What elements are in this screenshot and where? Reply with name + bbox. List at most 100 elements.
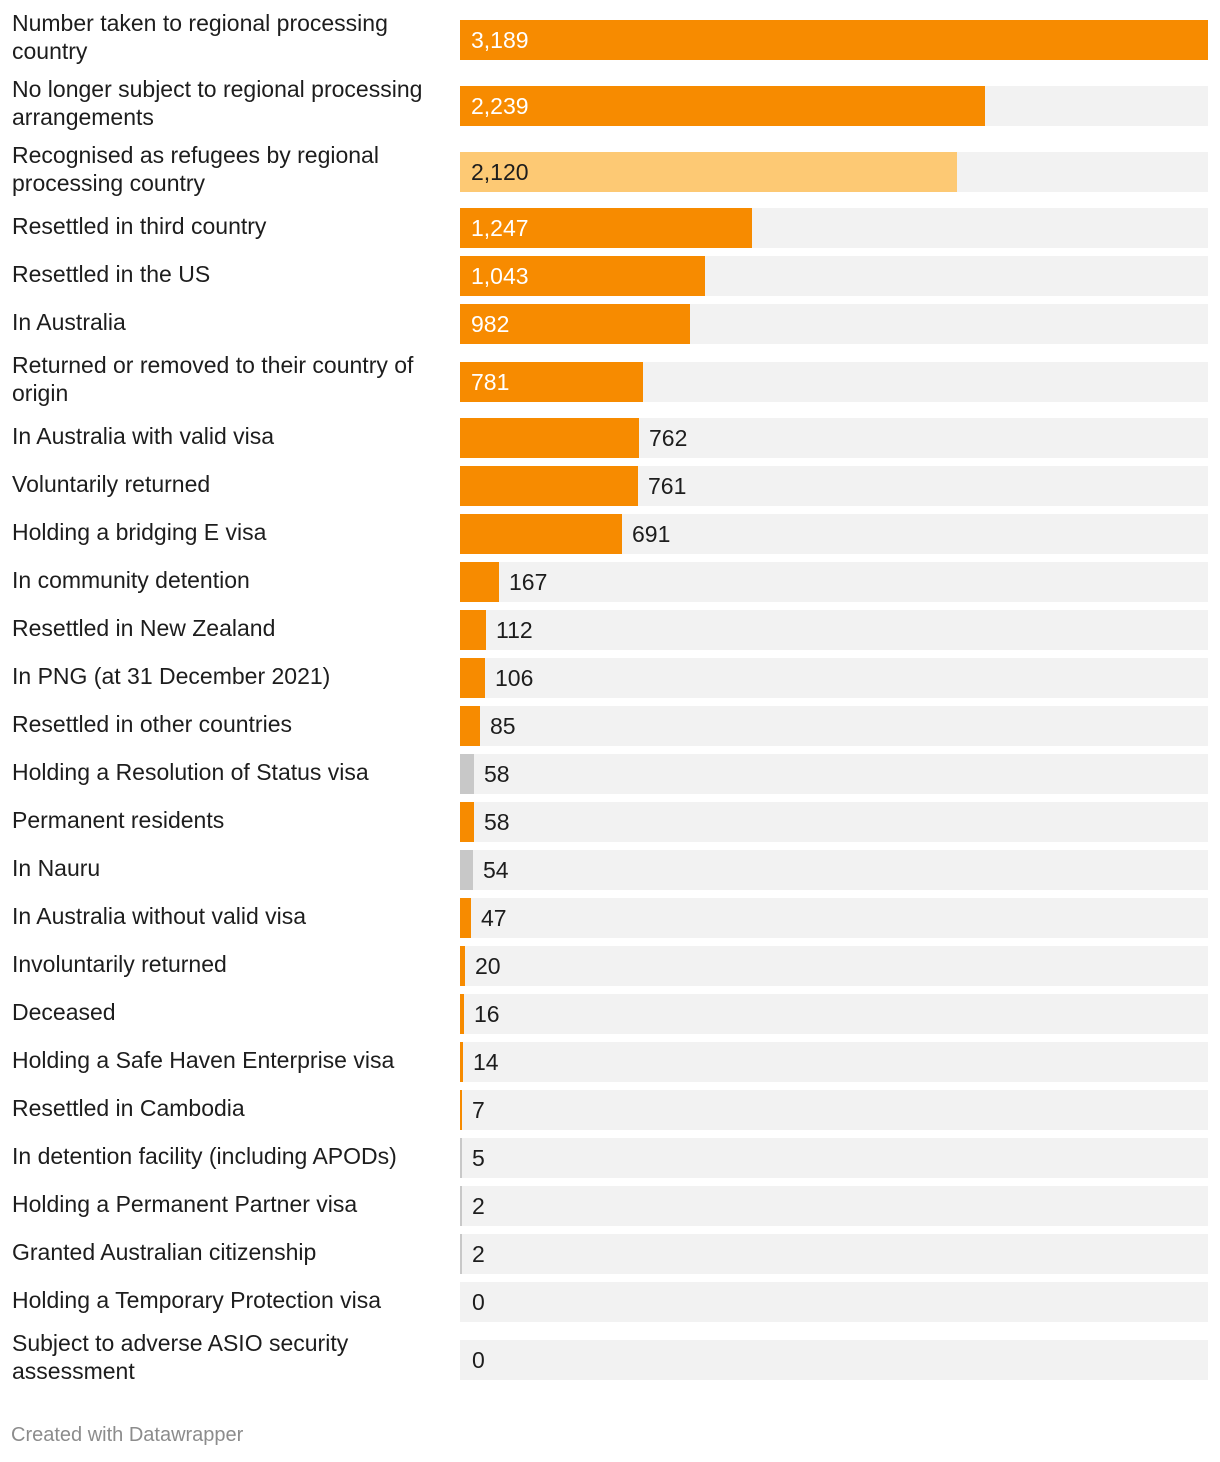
bar-row: Number taken to regional processing coun…	[0, 8, 1220, 66]
value-label: 16	[474, 1000, 500, 1027]
bar-track: 20	[460, 946, 1208, 986]
bar[interactable]	[460, 1186, 462, 1226]
bar-row: No longer subject to regional processing…	[0, 74, 1220, 132]
bar-row: In Australia without valid visa 47	[0, 896, 1220, 938]
bar-row: Holding a Resolution of Status visa 58	[0, 752, 1220, 794]
category-label: In Australia	[12, 309, 126, 335]
bar[interactable]	[460, 658, 485, 698]
bar-chart: Number taken to regional processing coun…	[0, 8, 1220, 1386]
bar[interactable]	[460, 418, 639, 458]
bar-track: 167	[460, 562, 1208, 602]
bar[interactable]	[460, 706, 480, 746]
category-label: In community detention	[12, 567, 250, 593]
bar-track: 982	[460, 304, 1208, 344]
bar[interactable]	[460, 562, 499, 602]
bar[interactable]	[460, 20, 1208, 60]
bar[interactable]	[460, 86, 985, 126]
value-label: 781	[471, 368, 510, 395]
bar-track: 691	[460, 514, 1208, 554]
value-label: 112	[496, 616, 533, 643]
bar[interactable]	[460, 1042, 463, 1082]
bar-track: 5	[460, 1138, 1208, 1178]
bar-row: In Nauru 54	[0, 848, 1220, 890]
category-label: Resettled in Cambodia	[12, 1095, 245, 1121]
category-label: Holding a Resolution of Status visa	[12, 759, 369, 785]
value-label: 3,189	[471, 26, 529, 53]
bar-track: 58	[460, 802, 1208, 842]
bar-track: 7	[460, 1090, 1208, 1130]
value-label: 20	[475, 952, 501, 979]
category-label: Subject to adverse ASIO security assessm…	[12, 1330, 349, 1384]
bar-row: Holding a Temporary Protection visa 0	[0, 1280, 1220, 1322]
bar-row: In community detention 167	[0, 560, 1220, 602]
bar-track: 47	[460, 898, 1208, 938]
value-label: 85	[490, 712, 516, 739]
bar-track: 781	[460, 362, 1208, 402]
category-label: Number taken to regional processing coun…	[12, 10, 388, 64]
bar-track: 2,239	[460, 86, 1208, 126]
category-label: Deceased	[12, 999, 116, 1025]
bar-track: 106	[460, 658, 1208, 698]
category-label: No longer subject to regional processing…	[12, 76, 423, 130]
bar-row: Resettled in third country 1,247	[0, 206, 1220, 248]
value-label: 14	[473, 1048, 499, 1075]
value-label: 1,247	[471, 214, 529, 241]
bar[interactable]	[460, 362, 643, 402]
value-label: 58	[484, 808, 510, 835]
bar-track: 58	[460, 754, 1208, 794]
bar[interactable]	[460, 994, 464, 1034]
bar[interactable]	[460, 802, 474, 842]
value-label: 0	[472, 1346, 485, 1373]
bar-track: 3,189	[460, 20, 1208, 60]
category-label: Resettled in other countries	[12, 711, 292, 737]
bar-row: Resettled in other countries 85	[0, 704, 1220, 746]
value-label: 5	[472, 1144, 485, 1171]
category-label: In Nauru	[12, 855, 101, 881]
bar[interactable]	[460, 1234, 462, 1274]
bar-row: Holding a bridging E visa 691	[0, 512, 1220, 554]
bar[interactable]	[460, 466, 638, 506]
bar[interactable]	[460, 256, 705, 296]
bar[interactable]	[460, 754, 474, 794]
bar-track: 112	[460, 610, 1208, 650]
bar[interactable]	[460, 152, 957, 192]
category-label: In Australia with valid visa	[12, 423, 275, 449]
bar[interactable]	[460, 898, 471, 938]
bar-row: Returned or removed to their country of …	[0, 350, 1220, 408]
bar-row: Recognised as refugees by regional proce…	[0, 140, 1220, 198]
category-label: Holding a bridging E visa	[12, 519, 267, 545]
bar-row: In PNG (at 31 December 2021) 106	[0, 656, 1220, 698]
category-label: Holding a Temporary Protection visa	[12, 1287, 382, 1313]
category-label: Holding a Safe Haven Enterprise visa	[12, 1047, 395, 1073]
value-label: 691	[632, 520, 671, 547]
bar-track: 2	[460, 1186, 1208, 1226]
category-label: Resettled in New Zealand	[12, 615, 276, 641]
bar-track: 0	[460, 1282, 1208, 1322]
bar-row: Subject to adverse ASIO security assessm…	[0, 1328, 1220, 1386]
category-label: Voluntarily returned	[12, 471, 211, 497]
value-label: 47	[481, 904, 507, 931]
value-label: 2,120	[471, 158, 529, 185]
bar[interactable]	[460, 1090, 462, 1130]
datawrapper-credit[interactable]: Created with Datawrapper	[11, 1424, 244, 1446]
bar-row: Voluntarily returned 761	[0, 464, 1220, 506]
bar[interactable]	[460, 304, 690, 344]
bar-row: Deceased 16	[0, 992, 1220, 1034]
bar-row: Holding a Safe Haven Enterprise visa 14	[0, 1040, 1220, 1082]
bar[interactable]	[460, 1138, 462, 1178]
value-label: 2,239	[471, 92, 529, 119]
value-label: 167	[509, 568, 548, 595]
category-label: Recognised as refugees by regional proce…	[12, 142, 379, 196]
bar[interactable]	[460, 946, 465, 986]
bar[interactable]	[460, 208, 752, 248]
bar-track: 16	[460, 994, 1208, 1034]
bar[interactable]	[460, 514, 622, 554]
value-label: 761	[648, 472, 687, 499]
bar[interactable]	[460, 850, 473, 890]
bar-track: 0	[460, 1340, 1208, 1380]
bar-track: 762	[460, 418, 1208, 458]
bar-row: Resettled in Cambodia 7	[0, 1088, 1220, 1130]
value-label: 7	[472, 1096, 485, 1123]
bar-row: Resettled in New Zealand 112	[0, 608, 1220, 650]
bar[interactable]	[460, 610, 486, 650]
